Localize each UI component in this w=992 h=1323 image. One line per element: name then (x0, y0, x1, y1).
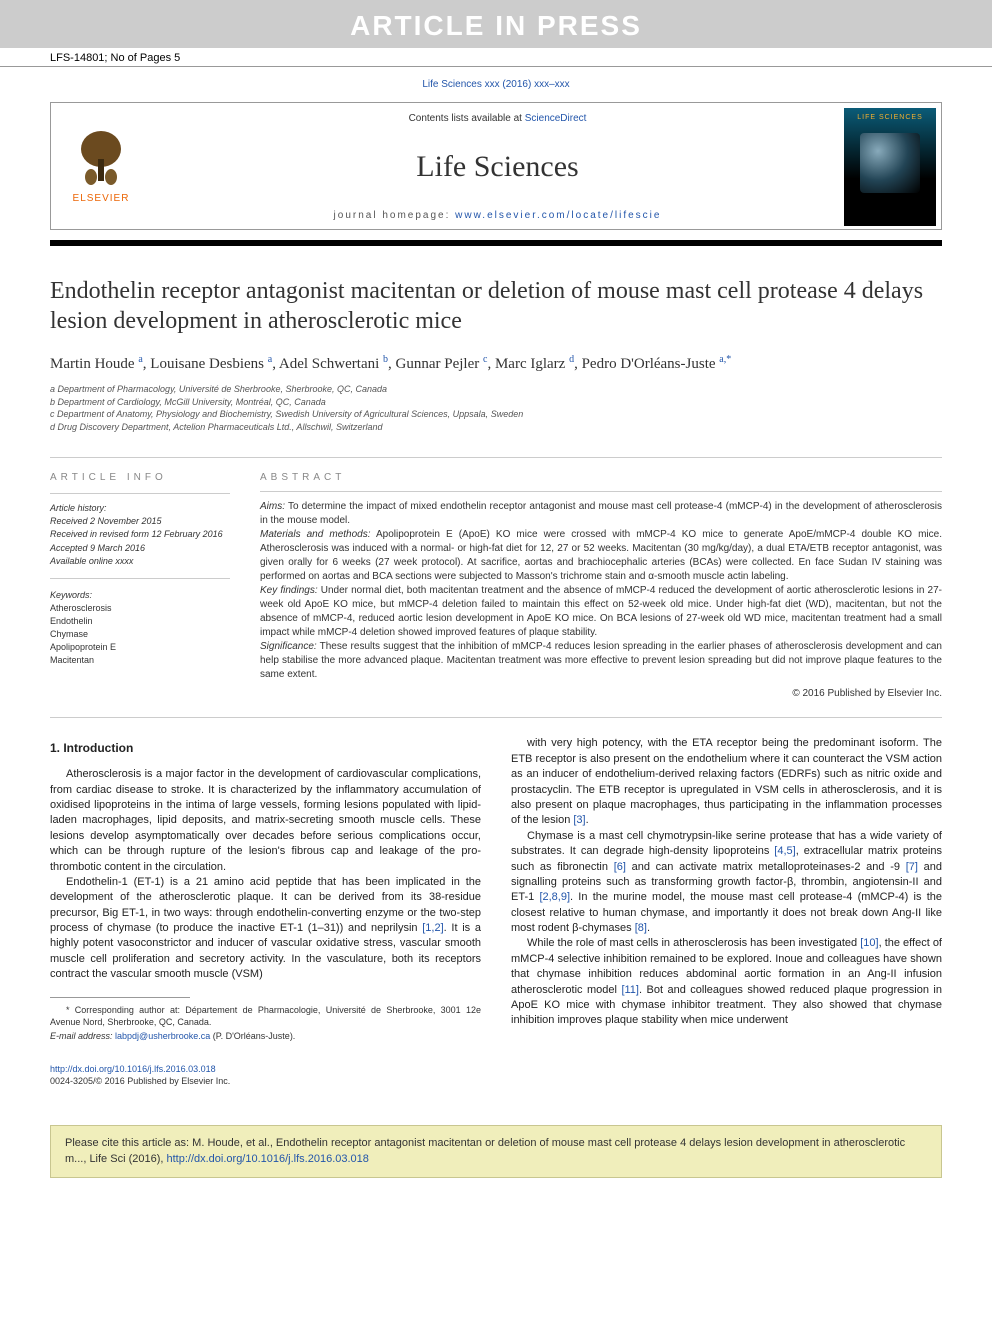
history-revised: Received in revised form 12 February 201… (50, 529, 223, 539)
body-paragraph: While the role of mast cells in atherosc… (511, 936, 942, 1028)
sciencedirect-link[interactable]: ScienceDirect (525, 113, 587, 124)
abstract-column: ABSTRACT Aims: To determine the impact o… (260, 472, 942, 699)
journal-header: ELSEVIER Contents lists available at Sci… (50, 102, 942, 230)
history-online: Available online xxxx (50, 556, 133, 566)
email-link[interactable]: labpdj@usherbrooke.ca (115, 1031, 210, 1041)
history-accepted: Accepted 9 March 2016 (50, 543, 145, 553)
intro-heading: 1. Introduction (50, 740, 481, 757)
cover-thumb-title: LIFE SCIENCES (857, 114, 923, 121)
history-label: Article history: (50, 502, 230, 515)
cite-as-doi-link[interactable]: http://dx.doi.org/10.1016/j.lfs.2016.03.… (166, 1153, 368, 1165)
affiliation-line: a Department of Pharmacology, Université… (50, 383, 942, 396)
keyword: Endothelin (50, 615, 230, 628)
journal-homepage-label: journal homepage: (334, 210, 456, 221)
keywords-block: Keywords: AtherosclerosisEndothelinChyma… (50, 589, 230, 667)
article-info-heading: ARTICLE INFO (50, 472, 230, 483)
abs-aims: To determine the impact of mixed endothe… (260, 501, 942, 526)
cite-as-box: Please cite this article as: M. Houde, e… (50, 1125, 942, 1178)
keyword: Atherosclerosis (50, 602, 230, 615)
top-citation-link[interactable]: Life Sciences xxx (2016) xxx–xxx (422, 79, 569, 90)
contents-lists-text: Contents lists available at (409, 113, 525, 124)
keyword: Macitentan (50, 654, 230, 667)
journal-header-center: Contents lists available at ScienceDirec… (151, 103, 844, 229)
affiliation-line: c Department of Anatomy, Physiology and … (50, 408, 942, 421)
top-citation: Life Sciences xxx (2016) xxx–xxx (0, 67, 992, 102)
authors-line: Martin Houde a, Louisane Desbiens a, Ade… (50, 354, 942, 373)
elsevier-logo: ELSEVIER (51, 103, 151, 229)
abs-sig-label: Significance: (260, 641, 317, 652)
keywords-list: AtherosclerosisEndothelinChymaseApolipop… (50, 602, 230, 667)
article-history: Article history: Received 2 November 201… (50, 502, 230, 578)
body-paragraph: Chymase is a mast cell chymotrypsin-like… (511, 829, 942, 937)
email-label: E-mail address: (50, 1031, 115, 1041)
left-column: 1. Introduction Atherosclerosis is a maj… (50, 736, 481, 1087)
elsevier-wordmark: ELSEVIER (73, 193, 130, 204)
footnote-divider (50, 997, 190, 998)
affiliation-line: b Department of Cardiology, McGill Unive… (50, 396, 942, 409)
abstract-copyright: © 2016 Published by Elsevier Inc. (260, 688, 942, 699)
body-paragraph: with very high potency, with the ETA rec… (511, 736, 942, 828)
doi-link[interactable]: http://dx.doi.org/10.1016/j.lfs.2016.03.… (50, 1064, 216, 1074)
abstract-heading: ABSTRACT (260, 472, 942, 483)
abs-kf-label: Key findings: (260, 585, 318, 596)
body-paragraph: Endothelin-1 (ET-1) is a 21 amino acid p… (50, 875, 481, 983)
corresp-label: * Corresponding author at: (66, 1005, 185, 1015)
body-paragraph: Atherosclerosis is a major factor in the… (50, 767, 481, 875)
affiliation-line: d Drug Discovery Department, Actelion Ph… (50, 421, 942, 434)
article-info-column: ARTICLE INFO Article history: Received 2… (50, 472, 230, 699)
footnotes: * Corresponding author at: Département d… (50, 1004, 481, 1042)
issn-line: 0024-3205/© 2016 Published by Elsevier I… (50, 1076, 230, 1086)
divider-below-abstract (50, 717, 942, 718)
history-received: Received 2 November 2015 (50, 516, 162, 526)
affiliations: a Department of Pharmacology, Université… (50, 383, 942, 433)
journal-cover-thumbnail: LIFE SCIENCES (844, 108, 936, 226)
abs-mm-label: Materials and methods: (260, 529, 371, 540)
keyword: Apolipoprotein E (50, 641, 230, 654)
abstract-top-rule (260, 491, 942, 492)
keyword: Chymase (50, 628, 230, 641)
abs-kf: Under normal diet, both macitentan treat… (260, 585, 942, 638)
content-area: Endothelin receptor antagonist macitenta… (0, 246, 992, 1107)
journal-homepage-line: journal homepage: www.elsevier.com/locat… (334, 210, 662, 221)
article-title: Endothelin receptor antagonist macitenta… (50, 276, 942, 336)
email-suffix: (P. D'Orléans-Juste). (210, 1031, 295, 1041)
left-paragraphs: Atherosclerosis is a major factor in the… (50, 767, 481, 982)
right-paragraphs: with very high potency, with the ETA rec… (511, 736, 942, 1028)
doi-block: http://dx.doi.org/10.1016/j.lfs.2016.03.… (50, 1064, 481, 1087)
article-in-press-text: ARTICLE IN PRESS (350, 10, 642, 41)
elsevier-tree-icon (73, 129, 129, 189)
info-top-rule (50, 493, 230, 494)
contents-lists-line: Contents lists available at ScienceDirec… (409, 113, 587, 124)
info-abstract-row: ARTICLE INFO Article history: Received 2… (50, 458, 942, 717)
abstract-text: Aims: To determine the impact of mixed e… (260, 500, 942, 682)
body-two-columns: 1. Introduction Atherosclerosis is a maj… (50, 736, 942, 1087)
abs-sig: These results suggest that the inhibitio… (260, 641, 942, 680)
right-column: with very high potency, with the ETA rec… (511, 736, 942, 1087)
article-id-line: LFS-14801; No of Pages 5 (0, 48, 992, 67)
journal-header-container: ELSEVIER Contents lists available at Sci… (0, 102, 992, 230)
keywords-label: Keywords: (50, 589, 230, 602)
article-in-press-banner: ARTICLE IN PRESS (0, 0, 992, 48)
journal-homepage-url[interactable]: www.elsevier.com/locate/lifescie (455, 210, 661, 221)
abs-aims-label: Aims: (260, 501, 285, 512)
cover-thumb-art (860, 133, 920, 193)
journal-name: Life Sciences (416, 150, 578, 184)
